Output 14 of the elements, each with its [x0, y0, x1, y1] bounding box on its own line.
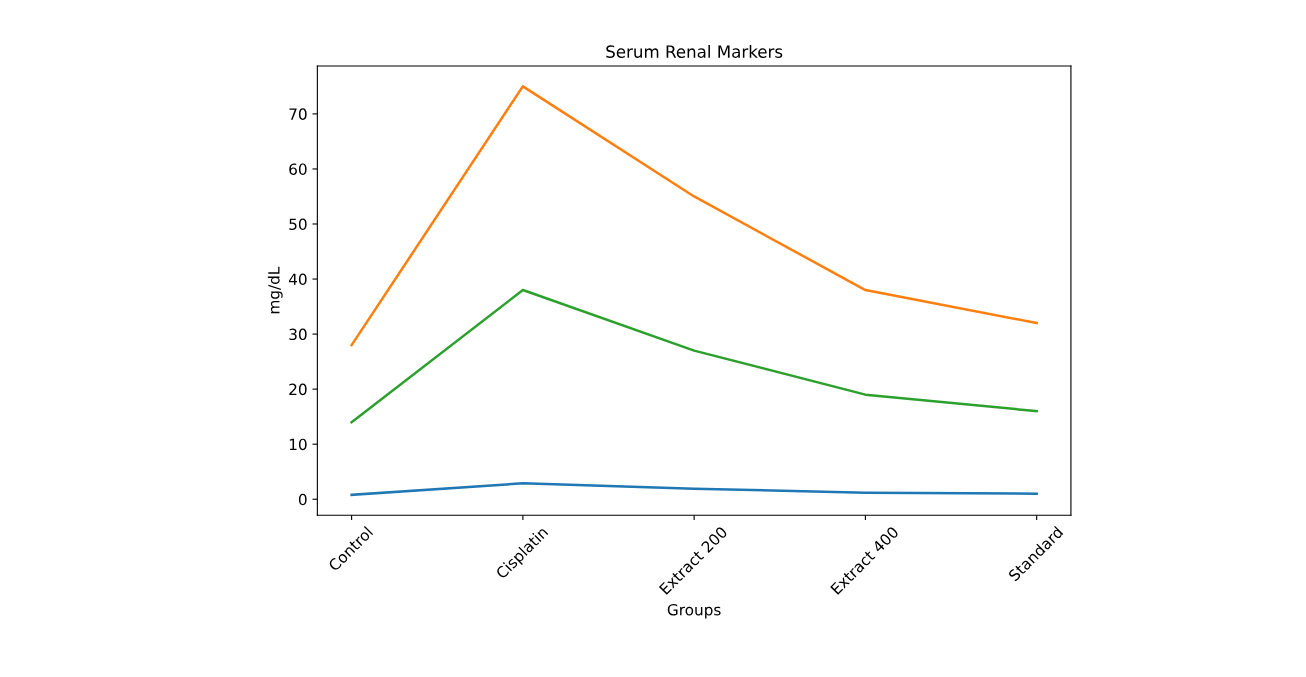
y-tick-label: 0 [298, 493, 307, 506]
line-series [350, 85, 1038, 347]
y-tick-label: 30 [289, 328, 307, 341]
y-tick-label: 60 [289, 163, 307, 175]
x-axis-title: Groups [667, 603, 721, 619]
y-axis-title: mg/dL [267, 266, 283, 314]
y-tick-label: 70 [289, 108, 307, 120]
y-tick-label: 50 [289, 218, 307, 231]
y-tick-label: 40 [288, 273, 307, 286]
line-series [350, 288, 1038, 424]
chart-title: Serum Renal Markers [606, 45, 783, 58]
y-tick-label: 10 [289, 438, 307, 451]
line-series [350, 482, 1038, 497]
y-tick-label: 20 [289, 383, 307, 396]
